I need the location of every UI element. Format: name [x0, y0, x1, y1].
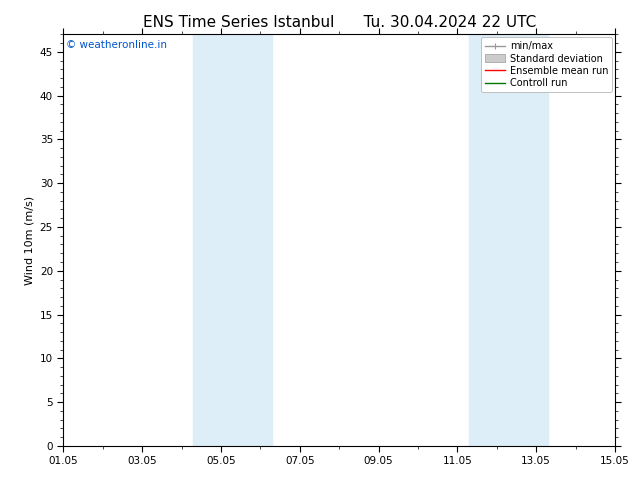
Legend: min/max, Standard deviation, Ensemble mean run, Controll run: min/max, Standard deviation, Ensemble me… [481, 37, 612, 92]
Bar [193, 34, 272, 446]
Y-axis label: Wind 10m (m/s): Wind 10m (m/s) [24, 196, 34, 285]
Text: © weatheronline.in: © weatheronline.in [66, 41, 167, 50]
Title: ENS Time Series Istanbul      Tu. 30.04.2024 22 UTC: ENS Time Series Istanbul Tu. 30.04.2024 … [143, 15, 536, 30]
Bar [469, 34, 548, 446]
